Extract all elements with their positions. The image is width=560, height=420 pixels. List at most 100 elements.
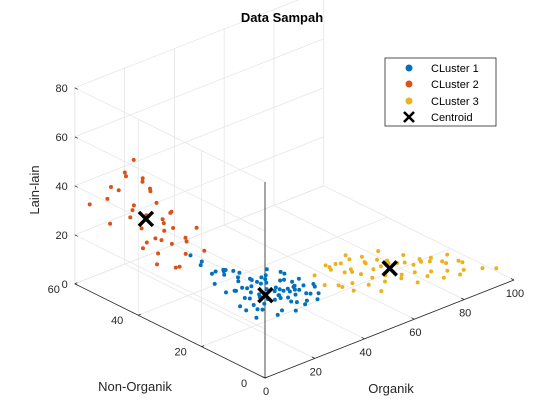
data-point	[343, 253, 348, 258]
grid-line	[138, 216, 388, 316]
data-point	[385, 258, 389, 263]
data-point	[444, 261, 449, 266]
data-point	[285, 286, 290, 291]
data-point	[425, 274, 430, 279]
x-tick-mark	[411, 317, 415, 320]
data-point	[366, 282, 371, 287]
data-point	[402, 260, 407, 265]
data-point	[188, 253, 193, 258]
data-point	[417, 257, 422, 262]
data-point	[116, 188, 121, 193]
data-point	[441, 275, 446, 280]
z-tick-mark	[74, 234, 78, 237]
data-point	[122, 170, 127, 175]
z-tick-mark	[74, 283, 78, 286]
grid-line	[74, 185, 266, 281]
data-point	[202, 248, 207, 253]
grid-line	[74, 234, 266, 330]
legend-label-cluster-1: CLuster 1	[431, 63, 479, 75]
data-point	[184, 239, 189, 244]
data-point	[199, 259, 204, 264]
data-point	[322, 283, 327, 288]
x-tick-label: 40	[359, 347, 371, 359]
grid-line	[323, 185, 515, 281]
z-tick-mark	[74, 136, 78, 139]
legend: CLuster 1 CLuster 2 CLuster 3 Centroid	[384, 57, 497, 127]
centroid-marker	[381, 260, 398, 277]
data-point	[244, 308, 249, 313]
grid-line	[74, 136, 266, 232]
data-point	[198, 263, 203, 268]
data-point	[183, 251, 188, 256]
data-point	[141, 246, 145, 251]
data-point	[370, 275, 375, 280]
data-point	[282, 271, 287, 276]
legend-label-cluster-2: CLuster 2	[431, 79, 479, 91]
data-point	[399, 276, 404, 281]
data-point	[458, 272, 463, 277]
x-tick-label: 60	[409, 327, 421, 339]
data-point	[280, 308, 284, 313]
data-point	[221, 267, 226, 272]
data-point	[383, 279, 387, 284]
z-tick-label: 20	[56, 230, 68, 242]
data-point	[333, 262, 338, 266]
x-tick-mark	[311, 356, 315, 359]
data-point	[461, 267, 466, 272]
data-point	[156, 251, 161, 256]
data-point	[456, 258, 461, 263]
data-point	[231, 268, 236, 273]
y-tick-mark	[201, 345, 205, 347]
data-point	[428, 255, 433, 260]
z-tick-label: 80	[56, 83, 68, 95]
data-point	[148, 186, 152, 191]
data-point	[248, 290, 253, 295]
grid-line	[74, 87, 324, 187]
data-point	[260, 307, 265, 312]
data-point	[281, 288, 286, 293]
data-point	[159, 238, 164, 243]
data-point	[460, 260, 465, 265]
data-point	[222, 272, 227, 277]
data-point	[177, 264, 182, 269]
x-tick-mark	[510, 278, 515, 281]
data-point	[263, 277, 268, 282]
x-tick-label: 100	[506, 288, 524, 300]
data-point	[445, 268, 450, 273]
x-axis-label: Organik	[368, 381, 414, 396]
data-point	[327, 265, 332, 270]
legend-marker-cluster-2	[405, 80, 413, 88]
y-axis-label: Non-Organik	[98, 379, 172, 394]
grid-line	[273, 205, 465, 300]
data-point	[210, 271, 214, 276]
data-point	[154, 200, 159, 205]
data-point	[249, 278, 254, 282]
data-point	[293, 292, 298, 297]
data-point	[304, 291, 309, 296]
data-point	[411, 262, 416, 267]
data-point	[350, 281, 355, 286]
data-point	[296, 276, 301, 281]
data-point	[162, 228, 167, 233]
data-point	[429, 269, 434, 274]
data-point	[272, 297, 277, 302]
x-tick-mark	[261, 376, 266, 379]
data-point	[251, 303, 256, 307]
data-point	[412, 270, 417, 275]
data-point	[255, 307, 260, 312]
data-point	[213, 269, 218, 274]
data-point	[301, 283, 306, 288]
legend-label-cluster-3: CLuster 3	[431, 96, 479, 108]
data-point	[240, 285, 245, 290]
series-cluster-3	[312, 249, 499, 294]
data-point	[105, 196, 110, 201]
data-point	[255, 279, 259, 284]
data-point	[247, 296, 252, 301]
data-point	[312, 273, 317, 278]
y-tick-label: 0	[241, 378, 247, 390]
data-point	[359, 254, 364, 259]
data-point	[237, 270, 242, 275]
data-point	[140, 176, 145, 181]
z-tick-mark	[74, 185, 78, 188]
